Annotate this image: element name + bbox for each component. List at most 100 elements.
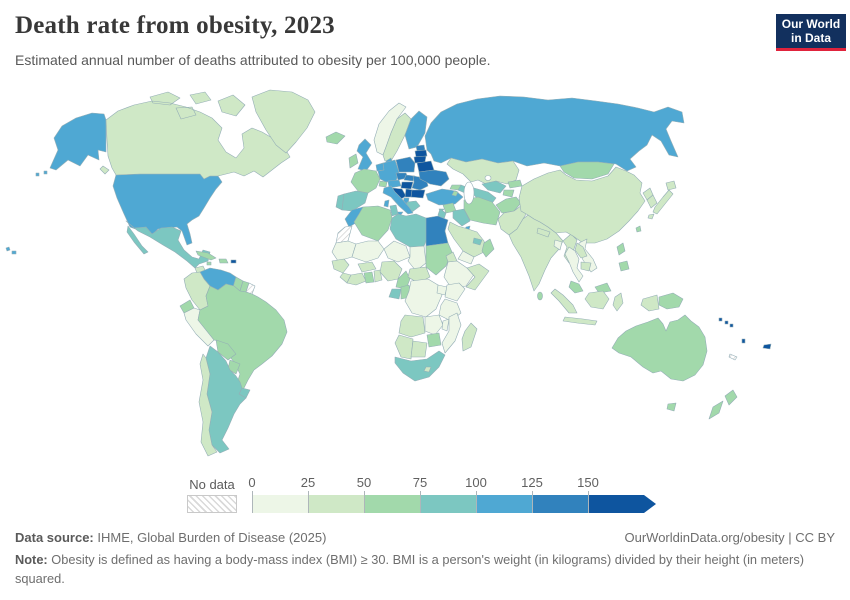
- country-russia[interactable]: [424, 95, 685, 172]
- legend-bin-125-150[interactable]: [532, 495, 588, 513]
- country-mongolia[interactable]: [559, 161, 615, 180]
- country-nepal[interactable]: [536, 227, 551, 238]
- country-oman[interactable]: [481, 238, 495, 258]
- country-fiji[interactable]: [762, 343, 772, 350]
- country-mexico[interactable]: [125, 220, 211, 269]
- country-dr-congo[interactable]: [404, 278, 443, 318]
- country-western-sahara[interactable]: [335, 225, 353, 244]
- legend-tick-line: [532, 491, 533, 513]
- country-laos[interactable]: [574, 242, 588, 259]
- country-canada[interactable]: [99, 91, 291, 180]
- country-puerto-rico[interactable]: [230, 259, 237, 264]
- country-slovakia[interactable]: [403, 174, 416, 182]
- legend-bin-0-25[interactable]: [252, 495, 308, 513]
- owid-link[interactable]: OurWorldinData.org/obesity | CC BY: [624, 530, 836, 545]
- country-kazakhstan[interactable]: [446, 157, 520, 185]
- country-egypt[interactable]: [425, 215, 449, 247]
- country-cambodia[interactable]: [580, 261, 592, 272]
- country-philippines[interactable]: [616, 242, 630, 272]
- country-sri-lanka[interactable]: [537, 291, 543, 301]
- country-japan[interactable]: [647, 180, 677, 220]
- country-iran[interactable]: [463, 196, 501, 226]
- country-united-states[interactable]: [5, 112, 223, 255]
- country-ethiopia[interactable]: [443, 260, 476, 290]
- country-armenia[interactable]: [451, 190, 459, 197]
- country-iraq[interactable]: [452, 208, 471, 227]
- country-latvia[interactable]: [414, 149, 428, 158]
- country-zimbabwe[interactable]: [426, 332, 442, 348]
- country-new-zealand[interactable]: [708, 389, 738, 420]
- country-taiwan[interactable]: [635, 225, 642, 233]
- country-chile[interactable]: [198, 353, 218, 457]
- country-hungary[interactable]: [400, 181, 414, 190]
- country-gabon[interactable]: [388, 288, 402, 300]
- country-bolivia[interactable]: [215, 339, 237, 361]
- country-uzbekistan[interactable]: [481, 180, 507, 194]
- country-malawi[interactable]: [441, 318, 450, 332]
- legend-bin-75-100[interactable]: [420, 495, 476, 513]
- country-greenland[interactable]: [251, 89, 316, 154]
- country-angola[interactable]: [398, 314, 426, 338]
- country-tajikistan[interactable]: [502, 189, 515, 198]
- country-cameroon[interactable]: [395, 270, 411, 290]
- country-zambia[interactable]: [424, 314, 444, 336]
- country-indonesia[interactable]: [550, 288, 660, 326]
- country-ukraine[interactable]: [418, 169, 450, 187]
- legend-bin-50-75[interactable]: [364, 495, 420, 513]
- country-paraguay[interactable]: [227, 359, 241, 375]
- country-cuba[interactable]: [195, 250, 217, 261]
- country-senegal[interactable]: [331, 258, 350, 274]
- country-south-korea[interactable]: [646, 194, 658, 209]
- country-france[interactable]: [350, 168, 381, 194]
- legend-bin-25-50[interactable]: [308, 495, 364, 513]
- country-algeria[interactable]: [353, 205, 393, 242]
- country-vanuatu[interactable]: [741, 338, 746, 344]
- country-lesotho[interactable]: [423, 366, 432, 373]
- world-choropleth-map[interactable]: [0, 85, 850, 477]
- country-burkina-faso[interactable]: [357, 261, 377, 273]
- owid-logo[interactable]: Our World in Data: [776, 14, 846, 51]
- country-poland[interactable]: [395, 156, 416, 173]
- country-solomon-islands[interactable]: [718, 317, 734, 328]
- country-uganda[interactable]: [436, 284, 448, 296]
- legend-no-data-swatch[interactable]: [187, 495, 237, 513]
- country-yemen[interactable]: [457, 250, 475, 265]
- country-botswana[interactable]: [410, 340, 428, 358]
- country-turkey[interactable]: [425, 188, 464, 206]
- country-south-africa[interactable]: [394, 350, 446, 382]
- legend-bin-100-125[interactable]: [476, 495, 532, 513]
- country-mali[interactable]: [351, 240, 385, 263]
- country-togo-benin[interactable]: [373, 269, 383, 283]
- country-somalia[interactable]: [465, 263, 490, 291]
- country-madagascar[interactable]: [461, 322, 478, 352]
- country-namibia[interactable]: [394, 334, 414, 360]
- country-italy[interactable]: [382, 185, 414, 217]
- country-malaysia[interactable]: [568, 280, 612, 294]
- country-spain[interactable]: [341, 190, 369, 212]
- country-hispaniola[interactable]: [218, 258, 229, 264]
- country-mozambique[interactable]: [441, 312, 462, 354]
- country-australia[interactable]: [611, 314, 708, 412]
- country-iceland[interactable]: [325, 131, 346, 145]
- country-liberia-cote-divoire[interactable]: [346, 272, 367, 286]
- country-bulgaria[interactable]: [410, 189, 426, 199]
- country-kenya[interactable]: [444, 282, 466, 302]
- country-pakistan[interactable]: [497, 204, 529, 236]
- country-jamaica[interactable]: [206, 261, 212, 266]
- country-finland[interactable]: [404, 110, 428, 150]
- country-switzerland[interactable]: [378, 180, 388, 188]
- country-ireland[interactable]: [348, 153, 359, 169]
- chart-subtitle: Estimated annual number of deaths attrib…: [15, 52, 491, 68]
- country-belgium-netherlands[interactable]: [375, 162, 385, 172]
- legend-bin-150+[interactable]: [588, 495, 644, 513]
- country-mauritania[interactable]: [331, 240, 357, 262]
- country-ghana[interactable]: [363, 271, 375, 284]
- country-china[interactable]: [518, 166, 646, 244]
- country-bangladesh[interactable]: [553, 239, 563, 251]
- country-papua-new-guinea[interactable]: [658, 292, 684, 310]
- note-label: Note:: [15, 552, 48, 567]
- country-thailand[interactable]: [564, 246, 584, 283]
- country-uae[interactable]: [472, 237, 483, 246]
- country-new-caledonia[interactable]: [728, 353, 738, 361]
- country-united-kingdom[interactable]: [356, 138, 373, 172]
